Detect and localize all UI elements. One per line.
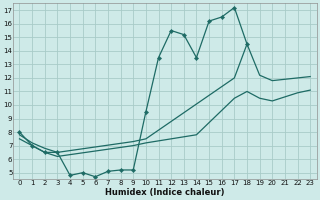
X-axis label: Humidex (Indice chaleur): Humidex (Indice chaleur) (105, 188, 225, 197)
